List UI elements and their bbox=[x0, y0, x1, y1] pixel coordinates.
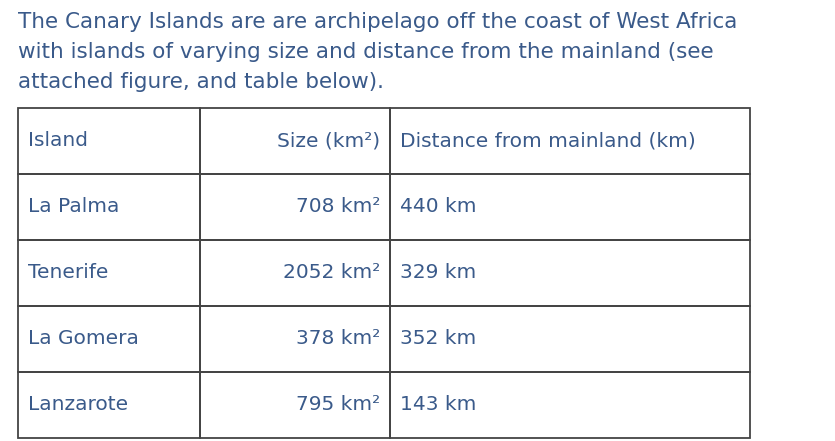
Bar bbox=[390, 174, 750, 240]
Bar bbox=[200, 108, 390, 174]
Bar bbox=[18, 306, 200, 372]
Text: 2052 km²: 2052 km² bbox=[283, 264, 380, 283]
Text: La Palma: La Palma bbox=[28, 198, 119, 217]
Text: 795 km²: 795 km² bbox=[296, 396, 380, 415]
Text: Lanzarote: Lanzarote bbox=[28, 396, 128, 415]
Text: La Gomera: La Gomera bbox=[28, 329, 139, 348]
Text: Tenerife: Tenerife bbox=[28, 264, 109, 283]
Bar bbox=[390, 108, 750, 174]
Text: Island: Island bbox=[28, 131, 88, 150]
Text: 329 km: 329 km bbox=[400, 264, 476, 283]
Bar bbox=[18, 372, 200, 438]
Bar bbox=[18, 174, 200, 240]
Text: 708 km²: 708 km² bbox=[296, 198, 380, 217]
Bar bbox=[18, 108, 200, 174]
Text: attached figure, and table below).: attached figure, and table below). bbox=[18, 72, 384, 92]
Bar bbox=[200, 240, 390, 306]
Text: Distance from mainland (km): Distance from mainland (km) bbox=[400, 131, 696, 150]
Text: 440 km: 440 km bbox=[400, 198, 477, 217]
Bar bbox=[18, 240, 200, 306]
Text: with islands of varying size and distance from the mainland (see: with islands of varying size and distanc… bbox=[18, 42, 714, 62]
Bar bbox=[390, 306, 750, 372]
Bar bbox=[390, 240, 750, 306]
Text: 378 km²: 378 km² bbox=[296, 329, 380, 348]
Bar bbox=[200, 174, 390, 240]
Bar bbox=[200, 306, 390, 372]
Bar bbox=[200, 372, 390, 438]
Bar bbox=[390, 372, 750, 438]
Text: 352 km: 352 km bbox=[400, 329, 476, 348]
Text: The Canary Islands are are archipelago off the coast of West Africa: The Canary Islands are are archipelago o… bbox=[18, 12, 737, 32]
Text: 143 km: 143 km bbox=[400, 396, 477, 415]
Text: Size (km²): Size (km²) bbox=[277, 131, 380, 150]
